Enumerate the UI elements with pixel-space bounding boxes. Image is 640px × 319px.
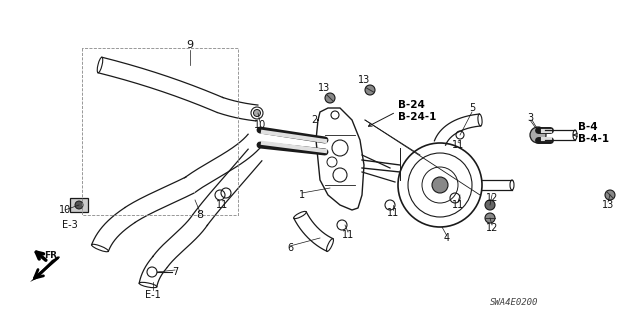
Text: 4: 4 — [444, 233, 450, 243]
Circle shape — [605, 190, 615, 200]
Text: 11: 11 — [342, 230, 354, 240]
Circle shape — [485, 213, 495, 223]
Text: 2: 2 — [311, 115, 317, 125]
Text: E-1: E-1 — [145, 290, 161, 300]
Circle shape — [253, 109, 260, 116]
Circle shape — [325, 93, 335, 103]
Circle shape — [530, 127, 546, 143]
Text: 5: 5 — [469, 103, 475, 113]
Text: B-24-1: B-24-1 — [398, 112, 436, 122]
Text: 10: 10 — [254, 120, 266, 130]
Text: 1: 1 — [299, 190, 305, 200]
Polygon shape — [30, 256, 60, 282]
Text: 12: 12 — [486, 223, 498, 233]
Text: E-3: E-3 — [62, 220, 78, 230]
Text: B-4-1: B-4-1 — [578, 134, 609, 144]
FancyBboxPatch shape — [70, 198, 88, 212]
Circle shape — [75, 201, 83, 209]
Text: 3: 3 — [527, 113, 533, 123]
Text: 11: 11 — [387, 208, 399, 218]
Text: 13: 13 — [318, 83, 330, 93]
Text: 11: 11 — [216, 200, 228, 210]
Circle shape — [485, 200, 495, 210]
Circle shape — [365, 85, 375, 95]
Circle shape — [432, 177, 448, 193]
Text: 7: 7 — [172, 267, 178, 277]
Text: B-24: B-24 — [398, 100, 425, 110]
Text: 9: 9 — [186, 40, 193, 50]
Text: 8: 8 — [196, 210, 204, 220]
Text: B-4: B-4 — [578, 122, 598, 132]
Text: FR.: FR. — [44, 251, 60, 261]
Text: 13: 13 — [358, 75, 370, 85]
Text: 11: 11 — [452, 200, 464, 210]
Text: 10: 10 — [59, 205, 71, 215]
Text: 13: 13 — [602, 200, 614, 210]
Text: SWA4E0200: SWA4E0200 — [490, 298, 538, 307]
Text: 6: 6 — [287, 243, 293, 253]
Text: 11: 11 — [452, 140, 464, 150]
Text: 12: 12 — [486, 193, 498, 203]
